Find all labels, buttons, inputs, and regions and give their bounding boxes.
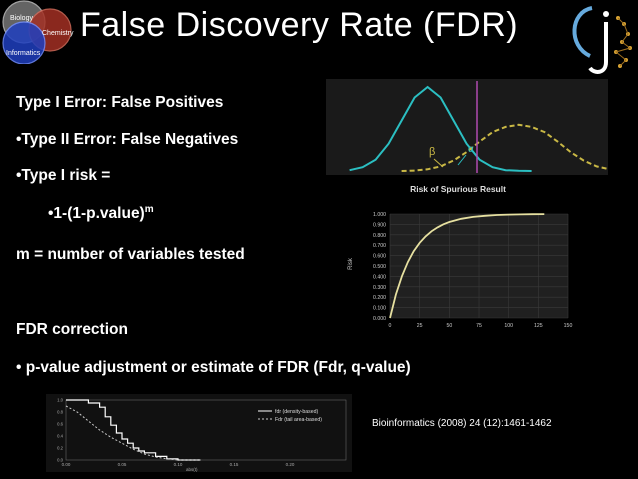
risk-x-tick: 50 [446,323,452,327]
fdr-x-tick: 0.20 [286,462,295,467]
fdr-y-tick: 0.6 [57,422,63,427]
risk-y-tick: 0.600 [373,254,386,260]
fdr-y-tick: 0.2 [57,446,63,451]
formula-exponent: m [144,204,154,215]
informatics-circle [2,21,46,64]
risk-curve [389,213,545,319]
beta-label: β [429,146,435,158]
journal-logo-icon [572,6,632,74]
fdr-background [46,394,352,472]
fdr-chart: 0.0 0.2 0.4 0.6 0.8 1.0 0.00 0.05 0.10 0.15 0.20 f… [46,394,352,472]
bullet-type-ii-error: •Type II Error: False Negatives [16,131,239,148]
risk-y-tick: 0.300 [373,285,386,291]
fdr-x-tick: 0.15 [230,462,239,467]
distribution-figure: β α [326,79,608,175]
risk-x-tick: 0 [389,323,392,327]
legend-fdr-density: fdr (density-based) [275,409,319,415]
bullet-risk-formula: •1-(1-p.value)m [48,204,154,223]
fdr-x-tick: 0.00 [62,462,71,467]
logo-biology: Biology [10,15,33,22]
bullet-m-definition: m = number of variables tested [16,246,245,263]
risk-y-tick: 0.400 [373,274,386,280]
risk-y-tick: 0.900 [373,222,386,228]
fdr-y-tick: 0.8 [57,410,63,415]
beta-pointer [433,158,444,168]
bullet-type-i-risk: •Type I risk = [16,167,111,184]
risk-x-tick: 75 [476,323,482,327]
alpha-label: α [468,144,474,155]
fdr-x-tick: 0.05 [118,462,127,467]
discipline-logo: Biology Chemistry Informatics [2,0,74,64]
citation: Bioinformatics (2008) 24 (12):1461-1462 [372,418,552,429]
legend-fdr-tail: Fdr (tail area-based) [275,417,322,423]
risk-chart: Risk of Spurious Result Risk 0.000 0.100 0… [348,184,573,327]
formula-text: •1-(1-p.value) [48,205,145,223]
slide-title: False Discovery Rate (FDR) [80,6,519,44]
risk-x-tick: 125 [534,323,543,327]
risk-chart-title: Risk of Spurious Result [410,184,506,194]
fdr-x-tick: 0.10 [174,462,183,467]
risk-y-tick: 1.000 [373,212,386,218]
fdr-tail-curve [65,405,201,461]
fdr-y-tick: 0.0 [57,458,63,463]
risk-y-tick: 0.000 [373,316,386,322]
null-distribution-curve [349,85,532,172]
risk-y-tick: 0.100 [373,306,386,312]
risk-y-tick: 0.800 [373,233,386,239]
risk-x-tick: 150 [564,323,573,327]
fdr-density-curve [66,399,201,461]
risk-y-label: Risk [348,257,354,270]
fdr-x-label: abs(t) [186,467,198,472]
bullet-p-value-adjustment: • p-value adjustment or estimate of FDR … [16,359,411,376]
distribution-background [326,79,608,175]
risk-y-tick: 0.200 [373,295,386,301]
logo-informatics: Informatics [6,50,41,57]
fdr-y-tick: 1.0 [57,398,63,403]
risk-y-tick: 0.500 [373,264,386,270]
risk-y-tick: 0.700 [373,243,386,249]
risk-x-tick: 25 [417,323,423,327]
bullet-type-i-error: Type I Error: False Positives [16,94,224,111]
risk-x-tick: 100 [504,323,513,327]
fdr-y-tick: 0.4 [57,434,63,439]
alt-distribution-curve [401,123,608,172]
alpha-pointer [457,154,467,166]
bullet-fdr-correction: FDR correction [16,321,128,338]
logo-chemistry: Chemistry [42,30,74,37]
fdr-frame [65,399,347,461]
